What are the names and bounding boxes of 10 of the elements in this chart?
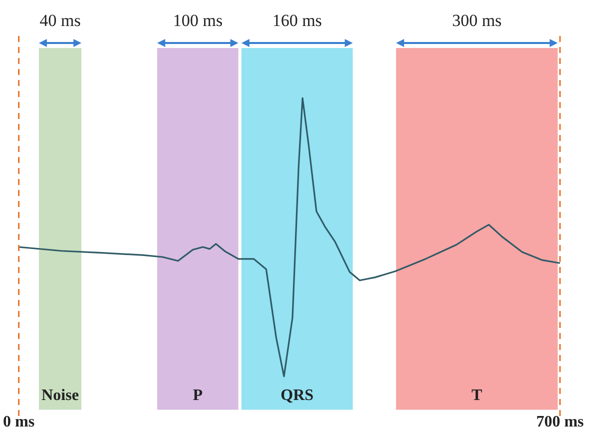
band-label: T — [472, 386, 483, 404]
band-label: P — [192, 386, 203, 404]
x-tick-label: 0 ms — [2, 414, 35, 431]
band-label: Noise — [41, 386, 79, 404]
text: 160 ms — [272, 11, 322, 30]
text: 40 ms — [40, 11, 81, 30]
x-tick-label: 700 ms — [536, 414, 584, 431]
band-label: QRS — [280, 386, 314, 404]
text: 100 ms — [172, 11, 223, 30]
text: 300 ms — [452, 11, 502, 30]
